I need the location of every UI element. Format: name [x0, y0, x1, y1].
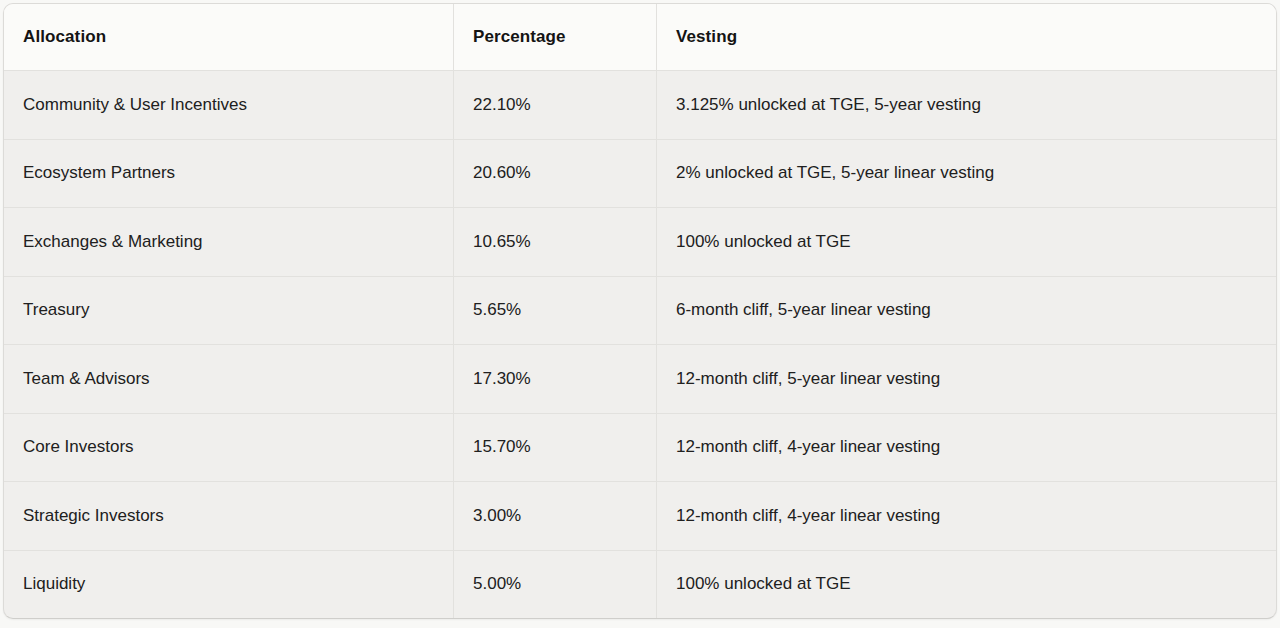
table-row: Treasury 5.65% 6-month cliff, 5-year lin… [4, 276, 1276, 345]
percentage-cell: 17.30% [453, 345, 656, 413]
table-header-row: Allocation Percentage Vesting [4, 4, 1276, 70]
vesting-cell: 12-month cliff, 4-year linear vesting [656, 482, 1276, 550]
token-allocation-table: Allocation Percentage Vesting Community … [3, 3, 1277, 619]
table-row: Core Investors 15.70% 12-month cliff, 4-… [4, 413, 1276, 482]
allocation-cell: Liquidity [4, 551, 453, 619]
table-row: Community & User Incentives 22.10% 3.125… [4, 70, 1276, 139]
percentage-cell: 22.10% [453, 71, 656, 139]
vesting-cell: 6-month cliff, 5-year linear vesting [656, 277, 1276, 345]
table-row: Team & Advisors 17.30% 12-month cliff, 5… [4, 344, 1276, 413]
percentage-cell: 15.70% [453, 414, 656, 482]
allocation-cell: Strategic Investors [4, 482, 453, 550]
table-row: Strategic Investors 3.00% 12-month cliff… [4, 481, 1276, 550]
percentage-cell: 5.65% [453, 277, 656, 345]
column-header-percentage: Percentage [453, 4, 656, 70]
table-row: Exchanges & Marketing 10.65% 100% unlock… [4, 207, 1276, 276]
allocation-cell: Treasury [4, 277, 453, 345]
percentage-cell: 3.00% [453, 482, 656, 550]
vesting-cell: 3.125% unlocked at TGE, 5-year vesting [656, 71, 1276, 139]
vesting-cell: 12-month cliff, 5-year linear vesting [656, 345, 1276, 413]
vesting-cell: 100% unlocked at TGE [656, 208, 1276, 276]
percentage-cell: 5.00% [453, 551, 656, 619]
table-row: Ecosystem Partners 20.60% 2% unlocked at… [4, 139, 1276, 208]
column-header-allocation: Allocation [4, 4, 453, 70]
column-header-vesting: Vesting [656, 4, 1276, 70]
vesting-cell: 100% unlocked at TGE [656, 551, 1276, 619]
allocation-cell: Ecosystem Partners [4, 140, 453, 208]
vesting-cell: 12-month cliff, 4-year linear vesting [656, 414, 1276, 482]
allocation-cell: Core Investors [4, 414, 453, 482]
percentage-cell: 10.65% [453, 208, 656, 276]
table-row: Liquidity 5.00% 100% unlocked at TGE [4, 550, 1276, 619]
allocation-cell: Community & User Incentives [4, 71, 453, 139]
allocation-cell: Team & Advisors [4, 345, 453, 413]
percentage-cell: 20.60% [453, 140, 656, 208]
page-background: Allocation Percentage Vesting Community … [0, 0, 1280, 628]
vesting-cell: 2% unlocked at TGE, 5-year linear vestin… [656, 140, 1276, 208]
allocation-cell: Exchanges & Marketing [4, 208, 453, 276]
